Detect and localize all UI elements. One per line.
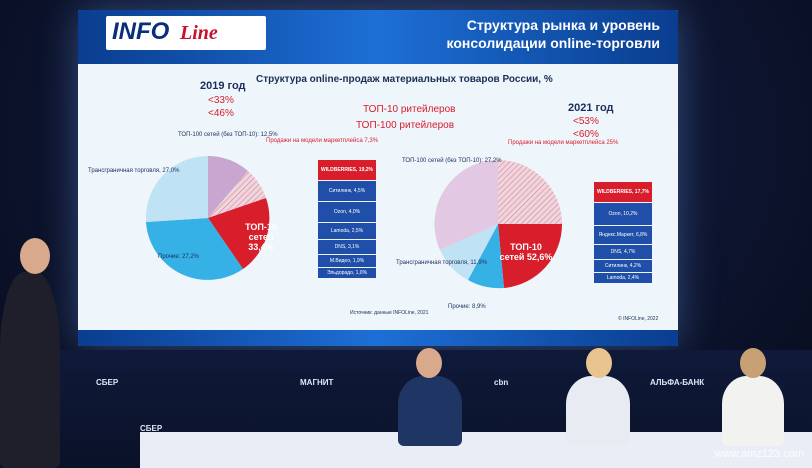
slide-title: Структура рынка и уровень консолидации o… — [446, 17, 660, 51]
right-pct-top100: <60% — [573, 129, 599, 140]
speaker-head — [20, 238, 50, 274]
footer-note-left: Источник: данные INFOLine, 2021 — [350, 310, 429, 316]
left-label-top100: ТОП-100 сетей (без ТОП-10): 12,5% — [178, 132, 278, 138]
sponsor-logo: СБЕР — [140, 424, 163, 433]
right-pie-chart — [434, 160, 563, 289]
slide-subtitle: Структура online-продаж материальных тов… — [256, 74, 553, 85]
slide-header: INFO Line Структура рынка и уровень конс… — [78, 10, 678, 64]
panel-table — [140, 432, 812, 468]
right-bar-item: Lamoda, 2,4% — [594, 272, 652, 283]
left-label-transgran: Трансграничная торговля, 27,0% — [88, 168, 180, 174]
left-bar-column: WILDBERRIES, 19,2% Ситилинк, 4,5% Ozon, … — [318, 160, 376, 278]
right-label-transgran: Трансграничная торговля, 11,9% — [396, 260, 487, 266]
left-label-other: Прочие: 27,2% — [158, 254, 200, 260]
left-bar-item: Lamoda, 2,5% — [318, 222, 376, 239]
right-slice-top10 — [498, 224, 563, 288]
sponsor-logo: СБЕР — [96, 378, 119, 387]
right-label-top100: ТОП-100 сетей (без ТОП-10): 27,2% — [402, 158, 502, 164]
left-bar-item: Ситилинк, 4,5% — [318, 180, 376, 201]
right-label-marketplace: Продажи на модели маркетплейса 25% — [508, 140, 619, 146]
right-label-other: Прочие: 8,9% — [448, 304, 486, 310]
speaker-standing — [0, 272, 60, 468]
left-pie-top10-label: ТОП-10 сетей 33,4% — [245, 222, 277, 252]
panelist-woman-2 — [722, 376, 784, 446]
highlight-top10: ТОП-10 ритейлеров — [363, 104, 456, 115]
projected-slide: INFO Line Структура рынка и уровень конс… — [78, 10, 678, 346]
left-pct-top100: <46% — [208, 108, 234, 119]
left-year: 2019 год — [200, 80, 246, 92]
right-pct-top10: <53% — [573, 116, 599, 127]
right-bar-head: WILDBERRIES, 17,7% — [594, 182, 652, 202]
right-bar-item: Ozon, 10,2% — [594, 202, 652, 225]
right-bar-item: DNS, 4,7% — [594, 244, 652, 259]
left-pie-chart — [145, 155, 270, 280]
sponsor-logo: cbn — [494, 378, 509, 387]
left-slice-other — [146, 218, 243, 280]
left-bar-item: М.Видео, 1,9% — [318, 254, 376, 267]
left-bar-item: Эльдорадо, 1,0% — [318, 267, 376, 278]
right-bar-column: WILDBERRIES, 17,7% Ozon, 10,2% Яндекс.Ма… — [594, 182, 652, 283]
right-slice-top100 — [434, 160, 498, 250]
panelist-woman-1-head — [586, 348, 612, 378]
right-slice-marketplace — [498, 160, 562, 224]
watermark: www.amz123.com — [714, 448, 804, 460]
left-slice-transgran — [145, 155, 208, 222]
right-slice-transgran — [440, 224, 498, 280]
highlight-top100: ТОП-100 ритейлеров — [356, 120, 455, 131]
left-pct-top10: <33% — [208, 95, 234, 106]
panelist-woman-2-head — [740, 348, 766, 378]
sponsor-logo: АЛЬФА-БАНК — [650, 378, 705, 387]
infoline-logo: INFO Line — [106, 16, 266, 50]
left-slice-marketplace — [208, 171, 266, 218]
sponsor-logo: МАГНИТ — [300, 378, 334, 387]
right-bar-item: Яндекс.Маркет, 6,8% — [594, 225, 652, 244]
right-year: 2021 год — [568, 102, 614, 114]
left-slice-top10 — [208, 198, 270, 269]
left-bar-item: Ozon, 4,0% — [318, 201, 376, 222]
panelist-woman-1 — [566, 376, 630, 446]
left-bar-item: DNS, 3,1% — [318, 239, 376, 254]
panelist-man-head — [416, 348, 442, 378]
panelist-man — [398, 376, 462, 446]
right-pie-top10-label: ТОП-10 сетей 52,6% — [499, 242, 553, 262]
left-slice-top100 — [208, 156, 248, 218]
right-slice-other — [468, 224, 504, 289]
right-bar-item: Ситилинк, 4,2% — [594, 259, 652, 272]
left-label-marketplace: Продажи на модели маркетплейса 7,3% — [266, 138, 379, 144]
slide-footer-band — [78, 330, 678, 346]
footer-note-right: © INFOLine, 2022 — [618, 316, 659, 322]
left-bar-head: WILDBERRIES, 19,2% — [318, 160, 376, 180]
